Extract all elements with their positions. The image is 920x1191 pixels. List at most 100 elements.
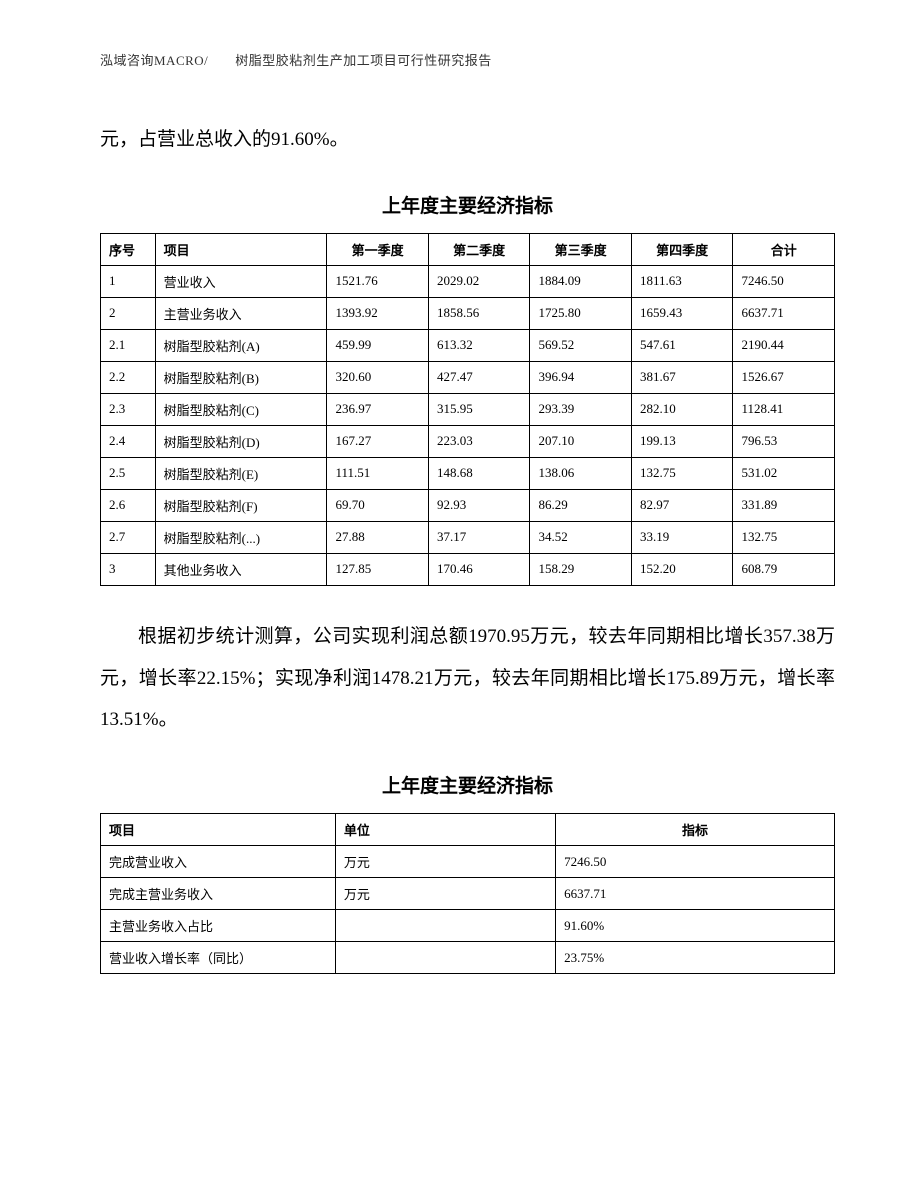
table-cell: 69.70 [327, 489, 429, 521]
document-header: 泓域咨询MACRO/ 树脂型胶粘剂生产加工项目可行性研究报告 [100, 50, 835, 69]
table-header-cell: 第三季度 [530, 233, 632, 265]
table-cell: 167.27 [327, 425, 429, 457]
table-cell: 223.03 [428, 425, 530, 457]
table-header-cell: 第二季度 [428, 233, 530, 265]
table2-title: 上年度主要经济指标 [100, 771, 835, 798]
table-cell: 282.10 [631, 393, 733, 425]
table-cell: 2.4 [101, 425, 156, 457]
table-header-cell: 单位 [335, 814, 555, 846]
table-cell: 1521.76 [327, 265, 429, 297]
table1-title: 上年度主要经济指标 [100, 191, 835, 218]
table-cell: 170.46 [428, 553, 530, 585]
table-cell: 91.60% [556, 910, 835, 942]
table-cell: 万元 [335, 846, 555, 878]
table-cell: 86.29 [530, 489, 632, 521]
table-cell: 1811.63 [631, 265, 733, 297]
table-header-cell: 第一季度 [327, 233, 429, 265]
table-row: 3其他业务收入127.85170.46158.29152.20608.79 [101, 553, 835, 585]
table-row: 营业收入增长率（同比） 23.75% [101, 942, 835, 974]
economic-indicators-table-1: 序号 项目 第一季度 第二季度 第三季度 第四季度 合计 1营业收入1521.7… [100, 233, 835, 586]
table-cell: 111.51 [327, 457, 429, 489]
table-cell: 37.17 [428, 521, 530, 553]
table-row: 2.4树脂型胶粘剂(D)167.27223.03207.10199.13796.… [101, 425, 835, 457]
table-cell: 2029.02 [428, 265, 530, 297]
table-cell: 82.97 [631, 489, 733, 521]
table-cell: 158.29 [530, 553, 632, 585]
table-cell: 152.20 [631, 553, 733, 585]
table-cell: 1725.80 [530, 297, 632, 329]
table-cell: 其他业务收入 [155, 553, 327, 585]
table-cell: 569.52 [530, 329, 632, 361]
table-cell: 2190.44 [733, 329, 835, 361]
economic-indicators-table-2: 项目 单位 指标 完成营业收入万元7246.50完成主营业务收入万元6637.7… [100, 813, 835, 974]
table-cell: 1858.56 [428, 297, 530, 329]
table-cell: 547.61 [631, 329, 733, 361]
table-cell: 331.89 [733, 489, 835, 521]
body-paragraph-2: 根据初步统计测算，公司实现利润总额1970.95万元，较去年同期相比增长357.… [100, 616, 835, 741]
table-row: 2.6树脂型胶粘剂(F)69.7092.9386.2982.97331.89 [101, 489, 835, 521]
table-row: 完成主营业务收入万元6637.71 [101, 878, 835, 910]
table-cell: 531.02 [733, 457, 835, 489]
table-cell: 树脂型胶粘剂(...) [155, 521, 327, 553]
table-header-cell: 指标 [556, 814, 835, 846]
table-row: 1营业收入1521.762029.021884.091811.637246.50 [101, 265, 835, 297]
table-cell: 381.67 [631, 361, 733, 393]
table-cell: 3 [101, 553, 156, 585]
table-header-cell: 项目 [101, 814, 336, 846]
table-cell: 树脂型胶粘剂(E) [155, 457, 327, 489]
table-cell: 树脂型胶粘剂(A) [155, 329, 327, 361]
table-row: 2主营业务收入1393.921858.561725.801659.436637.… [101, 297, 835, 329]
table-cell: 1884.09 [530, 265, 632, 297]
table-cell: 营业收入增长率（同比） [101, 942, 336, 974]
table-row: 2.1树脂型胶粘剂(A)459.99613.32569.52547.612190… [101, 329, 835, 361]
table-cell: 7246.50 [733, 265, 835, 297]
table-row: 2.7树脂型胶粘剂(...)27.8837.1734.5233.19132.75 [101, 521, 835, 553]
table-header-cell: 项目 [155, 233, 327, 265]
table-cell [335, 910, 555, 942]
table-header-row: 序号 项目 第一季度 第二季度 第三季度 第四季度 合计 [101, 233, 835, 265]
table-cell: 132.75 [733, 521, 835, 553]
table-cell: 34.52 [530, 521, 632, 553]
table-cell: 396.94 [530, 361, 632, 393]
table-cell: 127.85 [327, 553, 429, 585]
table-cell: 1 [101, 265, 156, 297]
table-cell: 427.47 [428, 361, 530, 393]
table-cell: 7246.50 [556, 846, 835, 878]
table-row: 2.3树脂型胶粘剂(C)236.97315.95293.39282.101128… [101, 393, 835, 425]
table-cell: 主营业务收入占比 [101, 910, 336, 942]
table-cell: 1128.41 [733, 393, 835, 425]
table-cell: 320.60 [327, 361, 429, 393]
table-cell: 1659.43 [631, 297, 733, 329]
table-cell: 148.68 [428, 457, 530, 489]
table-cell: 2.7 [101, 521, 156, 553]
table-cell: 万元 [335, 878, 555, 910]
table-cell: 2.2 [101, 361, 156, 393]
table-cell: 315.95 [428, 393, 530, 425]
table-header-cell: 合计 [733, 233, 835, 265]
table-cell: 796.53 [733, 425, 835, 457]
table-header-row: 项目 单位 指标 [101, 814, 835, 846]
table-cell: 6637.71 [733, 297, 835, 329]
table-cell: 92.93 [428, 489, 530, 521]
table-cell: 主营业务收入 [155, 297, 327, 329]
table-cell: 树脂型胶粘剂(D) [155, 425, 327, 457]
table-row: 2.5树脂型胶粘剂(E)111.51148.68138.06132.75531.… [101, 457, 835, 489]
table-cell: 613.32 [428, 329, 530, 361]
table-cell: 459.99 [327, 329, 429, 361]
table-cell: 23.75% [556, 942, 835, 974]
table-cell: 完成主营业务收入 [101, 878, 336, 910]
table-cell: 1393.92 [327, 297, 429, 329]
table-cell: 2 [101, 297, 156, 329]
table-cell: 树脂型胶粘剂(B) [155, 361, 327, 393]
table-cell: 2.5 [101, 457, 156, 489]
table-row: 主营业务收入占比 91.60% [101, 910, 835, 942]
table-cell: 1526.67 [733, 361, 835, 393]
body-paragraph-1: 元，占营业总收入的91.60%。 [100, 119, 835, 161]
table-cell: 199.13 [631, 425, 733, 457]
table-cell [335, 942, 555, 974]
table-header-cell: 序号 [101, 233, 156, 265]
table-cell: 236.97 [327, 393, 429, 425]
table-cell: 27.88 [327, 521, 429, 553]
table-header-cell: 第四季度 [631, 233, 733, 265]
table-cell: 207.10 [530, 425, 632, 457]
